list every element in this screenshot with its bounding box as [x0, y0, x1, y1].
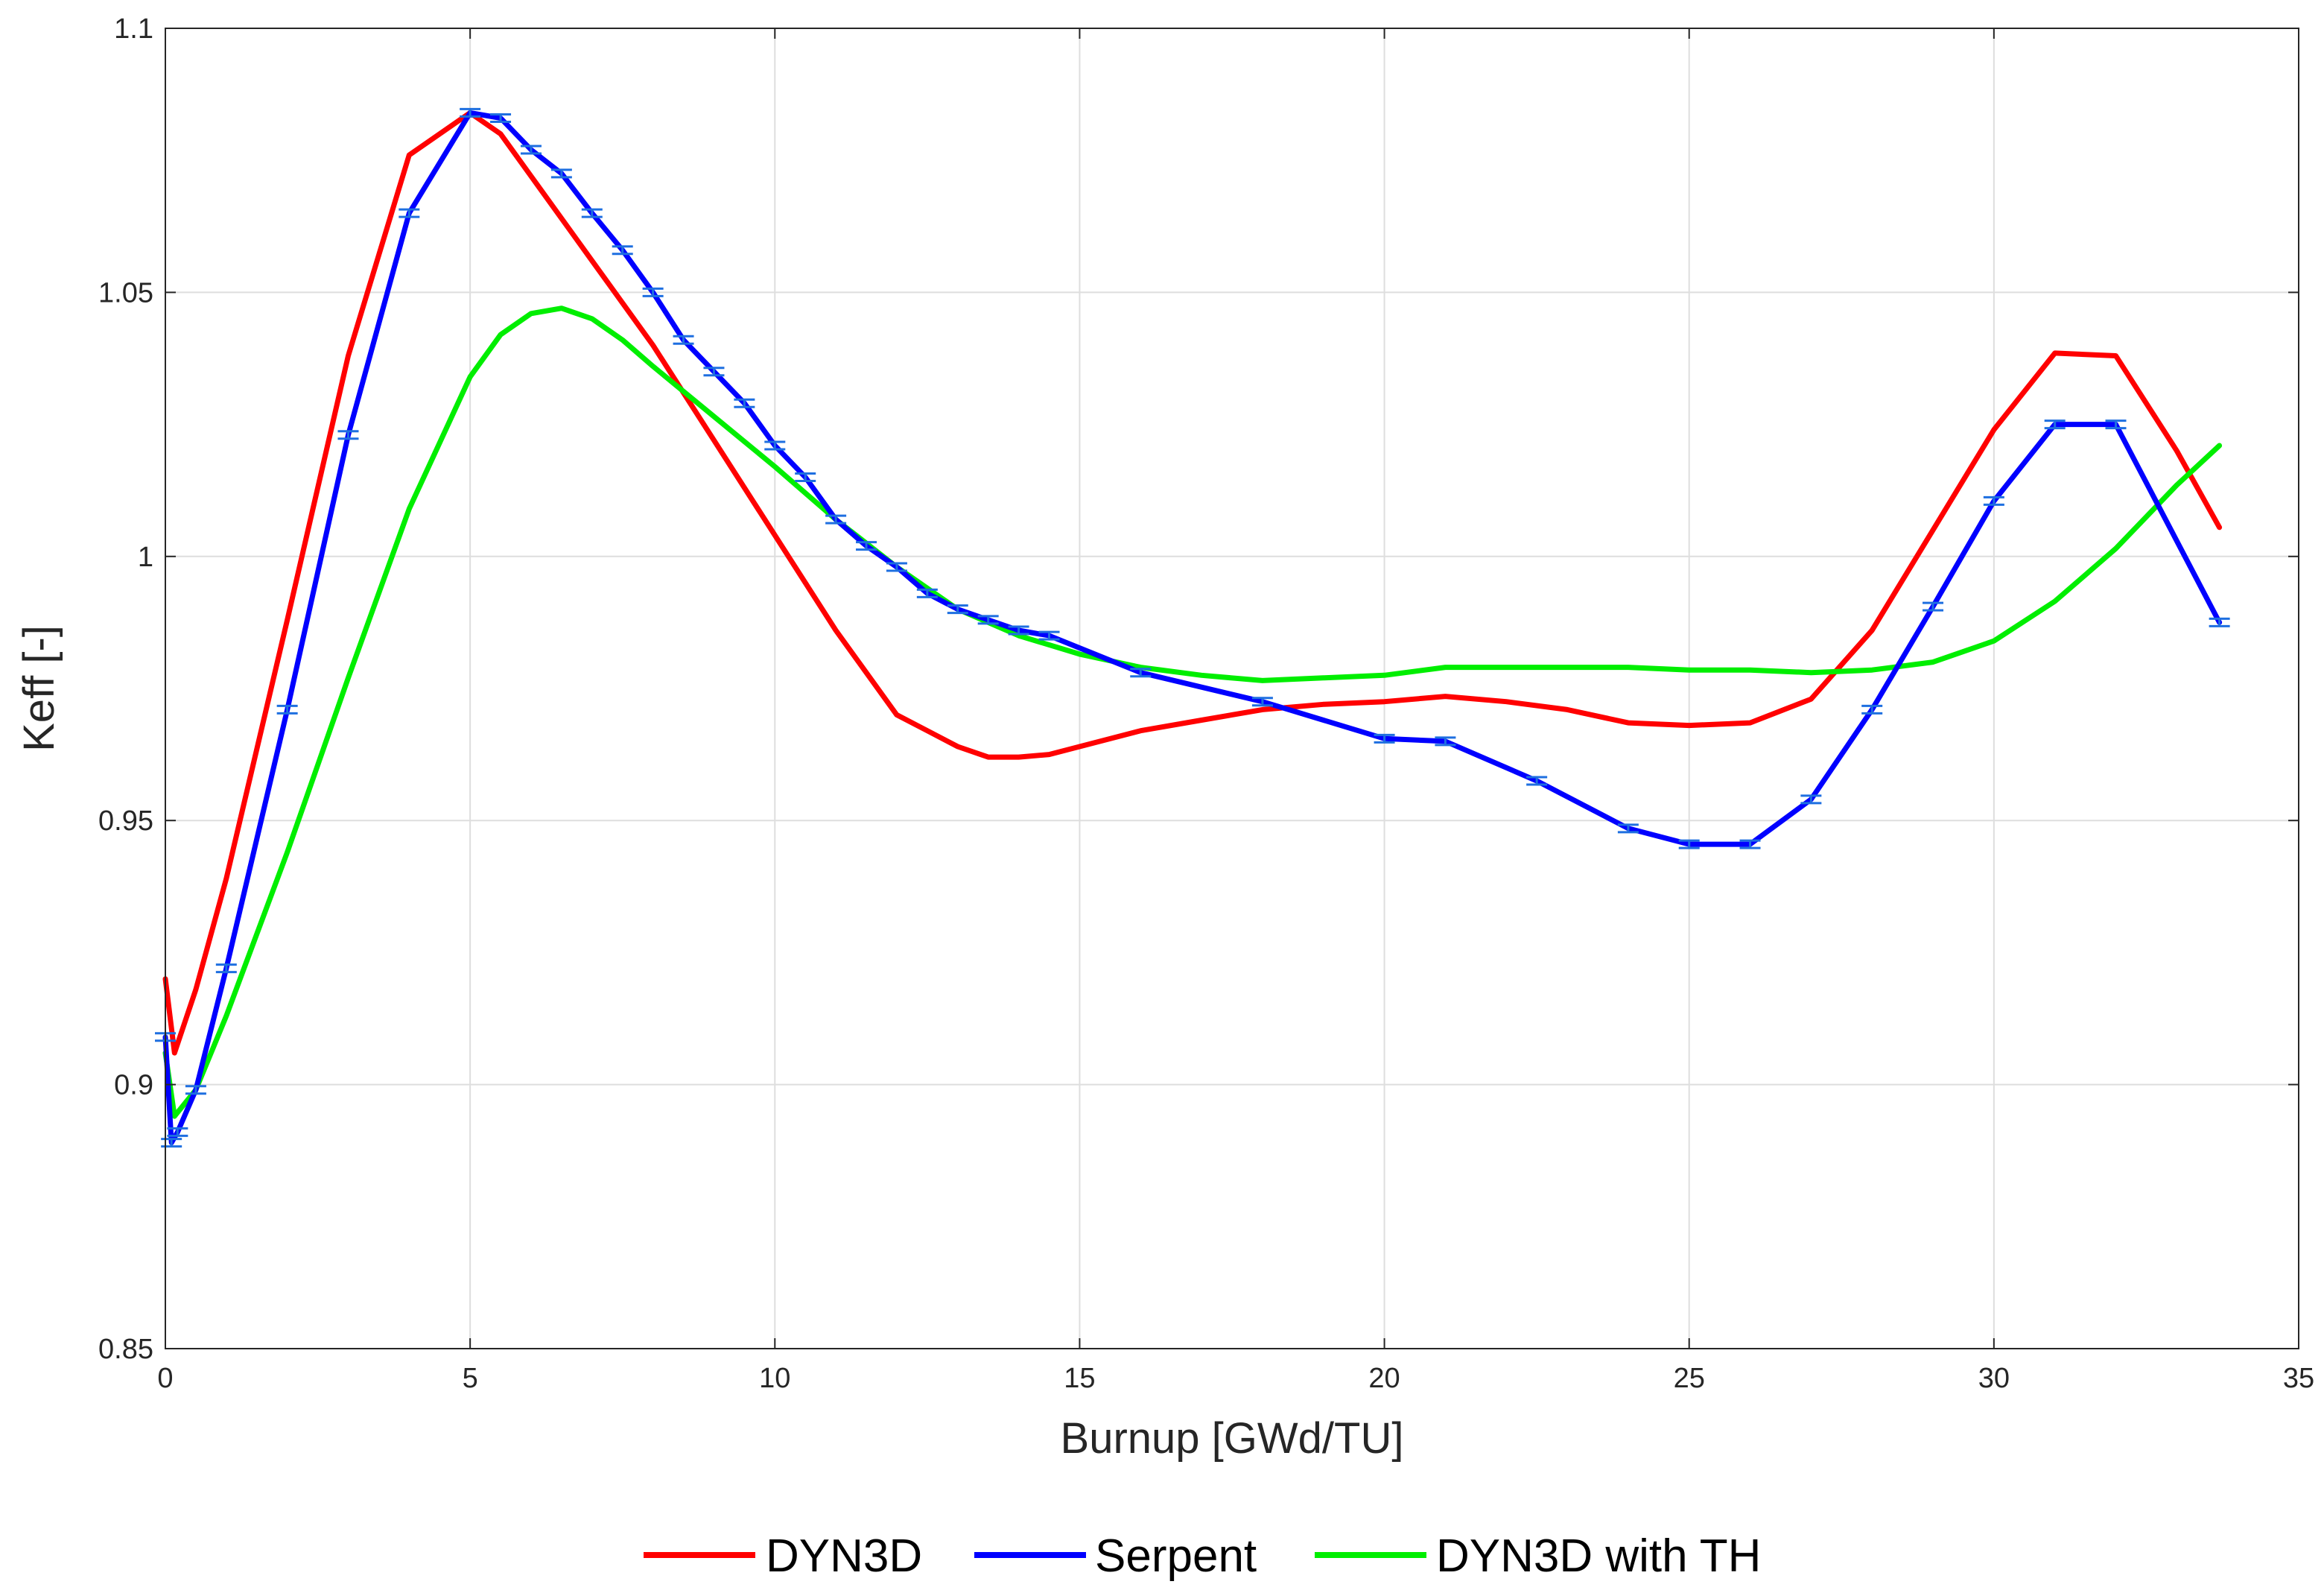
serpent-error-bar	[1008, 625, 1029, 636]
serpent-error-bar	[399, 208, 420, 218]
serpent-error-bar	[1923, 601, 1944, 612]
x-tick-label: 15	[1064, 1363, 1095, 1394]
y-tick-label: 1.1	[114, 13, 153, 45]
series-dyn3d	[162, 110, 2223, 1056]
dyn3d-line	[162, 110, 2223, 1056]
serpent-error-bar	[581, 208, 603, 218]
plot-frame	[165, 28, 2299, 1349]
legend-label-serpent: Serpent	[1095, 1530, 1257, 1582]
x-tick-label: 10	[759, 1363, 790, 1394]
serpent-error-bar	[612, 245, 633, 256]
x-tick-label: 0	[157, 1363, 173, 1394]
y-tick-label: 0.9	[114, 1070, 153, 1101]
series-serpent	[155, 107, 2230, 1148]
x-tick-label: 30	[1978, 1363, 2010, 1394]
y-tick-label: 1	[138, 542, 153, 573]
serpent-error-bar	[215, 963, 237, 974]
serpent-error-bar	[947, 604, 968, 615]
y-tick-label: 1.05	[98, 277, 153, 308]
serpent-error-bar	[460, 107, 481, 118]
y-axis-title: Keff [-]	[15, 625, 63, 752]
serpent-error-bar	[161, 1138, 182, 1148]
serpent-error-bar	[673, 335, 694, 345]
serpent-error-bar	[1678, 839, 1700, 849]
serpent-error-bar	[185, 1085, 206, 1095]
legend-label-dyn3d-with-th: DYN3D with TH	[1436, 1530, 1761, 1582]
series-dyn3d-with-th	[162, 305, 2223, 1119]
serpent-error-bar	[734, 398, 755, 408]
serpent-error-bar	[825, 514, 847, 525]
serpent-error-bar	[1038, 630, 1060, 641]
serpent-error-bar	[1800, 794, 1822, 805]
serpent-error-bar	[520, 145, 542, 155]
serpent-error-bar	[1130, 668, 1152, 678]
serpent-error-bar	[1983, 495, 2004, 506]
serpent-error-bar	[1435, 736, 1456, 747]
serpent-error-bar	[642, 287, 664, 297]
serpent-error-bar	[1251, 697, 1273, 707]
series-lines	[155, 107, 2230, 1148]
serpent-error-bar	[2105, 419, 2127, 430]
serpent-error-bar	[703, 367, 725, 377]
x-tick-label: 35	[2283, 1363, 2314, 1394]
x-tick-label: 25	[1674, 1363, 1705, 1394]
serpent-error-bar	[886, 562, 907, 572]
legend: DYN3D Serpent DYN3D with TH	[644, 1530, 1761, 1582]
serpent-error-bar	[1739, 839, 1761, 849]
serpent-error-bar	[550, 168, 572, 179]
serpent-error-bar	[1861, 704, 1883, 715]
serpent-error-bar	[856, 541, 877, 551]
serpent-error-bar	[2209, 617, 2230, 627]
serpent-error-bar	[764, 440, 786, 451]
x-tick-label: 20	[1368, 1363, 1400, 1394]
y-tick-label: 0.95	[98, 805, 153, 837]
serpent-error-bar	[276, 704, 298, 715]
serpent-error-bar	[2044, 419, 2066, 430]
serpent-error-bar	[1617, 823, 1639, 834]
serpent-error-bar	[1526, 776, 1548, 786]
serpent-error-bar	[795, 472, 816, 482]
axis-ticks: 0 5 10 15 20 25 30 35 0.85 0.9 0.95 1 1.05 1.1	[98, 13, 2314, 1394]
serpent-error-bar	[977, 615, 999, 625]
x-axis-title: Burnup [GWd/TU]	[1061, 1414, 1404, 1463]
legend-label-dyn3d: DYN3D	[766, 1530, 922, 1582]
serpent-error-bar	[916, 588, 938, 598]
serpent-error-bar	[1374, 733, 1395, 744]
serpent-error-bar	[490, 113, 512, 123]
dyn3d-with-th-line	[162, 305, 2223, 1119]
serpent-error-bar	[337, 430, 359, 440]
y-tick-label: 0.85	[98, 1334, 153, 1365]
serpent-error-bar	[167, 1127, 188, 1137]
x-tick-label: 5	[463, 1363, 478, 1394]
